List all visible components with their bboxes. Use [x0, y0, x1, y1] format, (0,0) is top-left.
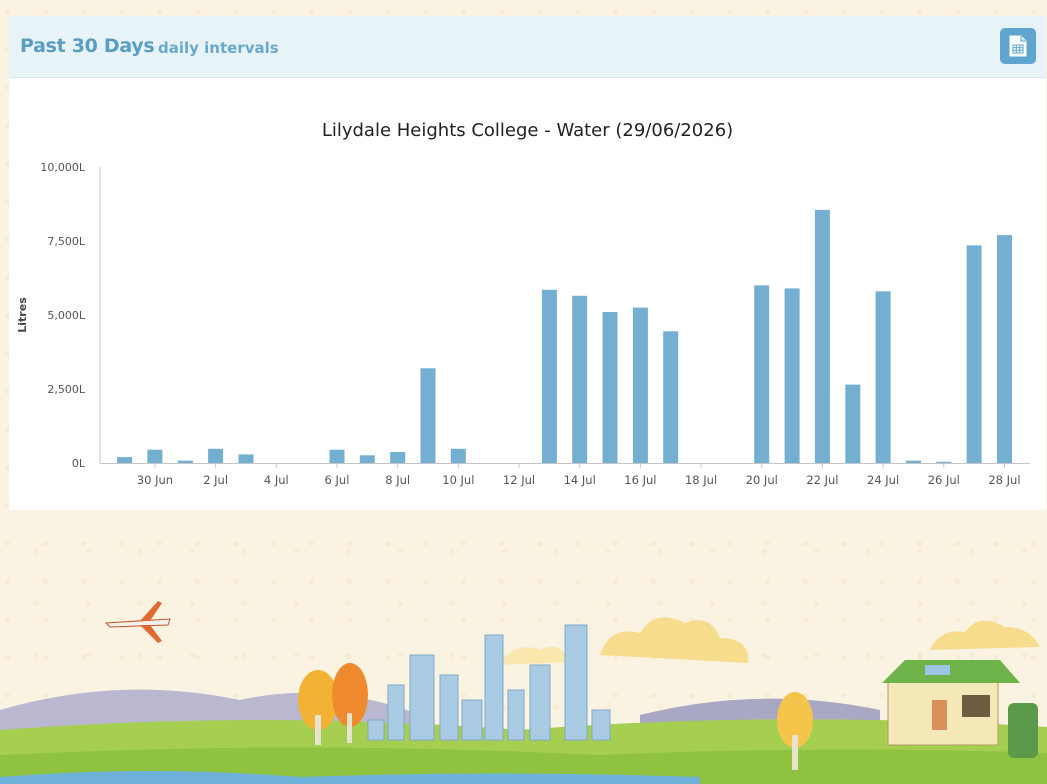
y-tick-label: 2,500L [47, 383, 85, 396]
bar-7-jul [359, 455, 375, 463]
bar-3-jul [238, 454, 254, 463]
bar-9-jul [420, 368, 436, 463]
panel-subtitle: daily intervals [158, 39, 279, 57]
airplane-icon [104, 601, 171, 643]
y-tick-label: 5,000L [47, 309, 85, 322]
house-icon [882, 660, 1038, 758]
landscape-illustration [0, 601, 1047, 784]
x-tick-label: 28 Jul [988, 473, 1020, 487]
bar-13-jul [541, 289, 557, 463]
x-tick-label: 18 Jul [685, 473, 717, 487]
bar-24-jul [875, 291, 891, 463]
x-tick-label: 4 Jul [264, 473, 289, 487]
panel-title: Past 30 Days [20, 35, 155, 57]
bar-17-jul [663, 331, 679, 463]
bar-25-jul [905, 460, 921, 463]
bar-29-jun [117, 457, 133, 463]
y-tick-label: 0L [72, 457, 86, 470]
bar-2-jul [208, 448, 224, 463]
cloud-icon [600, 617, 749, 663]
bar-16-jul [632, 307, 648, 463]
y-axis-label: Litres [16, 297, 29, 333]
bar-30-jun [147, 449, 163, 463]
bar-20-jul [754, 285, 770, 463]
bar-14-jul [572, 295, 588, 463]
bar-8-jul [390, 452, 406, 463]
x-tick-label: 30 Jun [137, 473, 173, 487]
bar-26-jul [936, 461, 952, 463]
panel-header: Past 30 Days daily intervals [9, 16, 1046, 78]
bar-27-jul [966, 245, 982, 463]
cloud-icon [930, 620, 1040, 650]
x-tick-label: 20 Jul [746, 473, 778, 487]
bar-1-jul [177, 460, 193, 463]
y-tick-label: 10,000L [40, 161, 85, 174]
bar-15-jul [602, 312, 618, 463]
x-tick-label: 24 Jul [867, 473, 899, 487]
bar-10-jul [450, 448, 466, 463]
y-tick-label: 7,500L [47, 235, 85, 248]
cloud-icon [500, 646, 570, 665]
bar-21-jul [784, 288, 800, 463]
bar-28-jul [997, 235, 1012, 463]
bar-6-jul [329, 449, 345, 463]
x-tick-label: 2 Jul [203, 473, 228, 487]
chart-title: Lilydale Heights College - Water (29/06/… [321, 120, 734, 141]
x-tick-label: 26 Jul [928, 473, 960, 487]
bar-23-jul [845, 384, 861, 463]
x-tick-label: 12 Jul [503, 473, 535, 487]
x-tick-label: 10 Jul [442, 473, 474, 487]
x-tick-label: 22 Jul [806, 473, 838, 487]
x-tick-label: 16 Jul [624, 473, 656, 487]
x-tick-label: 8 Jul [385, 473, 410, 487]
x-tick-label: 6 Jul [325, 473, 350, 487]
export-spreadsheet-button[interactable] [1000, 28, 1036, 64]
chart-panel: Past 30 Days daily intervals Lilydale He… [9, 16, 1046, 510]
x-tick-label: 14 Jul [564, 473, 596, 487]
water-usage-bar-chart: 0L 2,500L 5,000L 7,500L 10,000L Litres 30 Jun 2… [16, 161, 1030, 487]
bar-22-jul [814, 209, 830, 463]
spreadsheet-icon [1009, 35, 1027, 57]
